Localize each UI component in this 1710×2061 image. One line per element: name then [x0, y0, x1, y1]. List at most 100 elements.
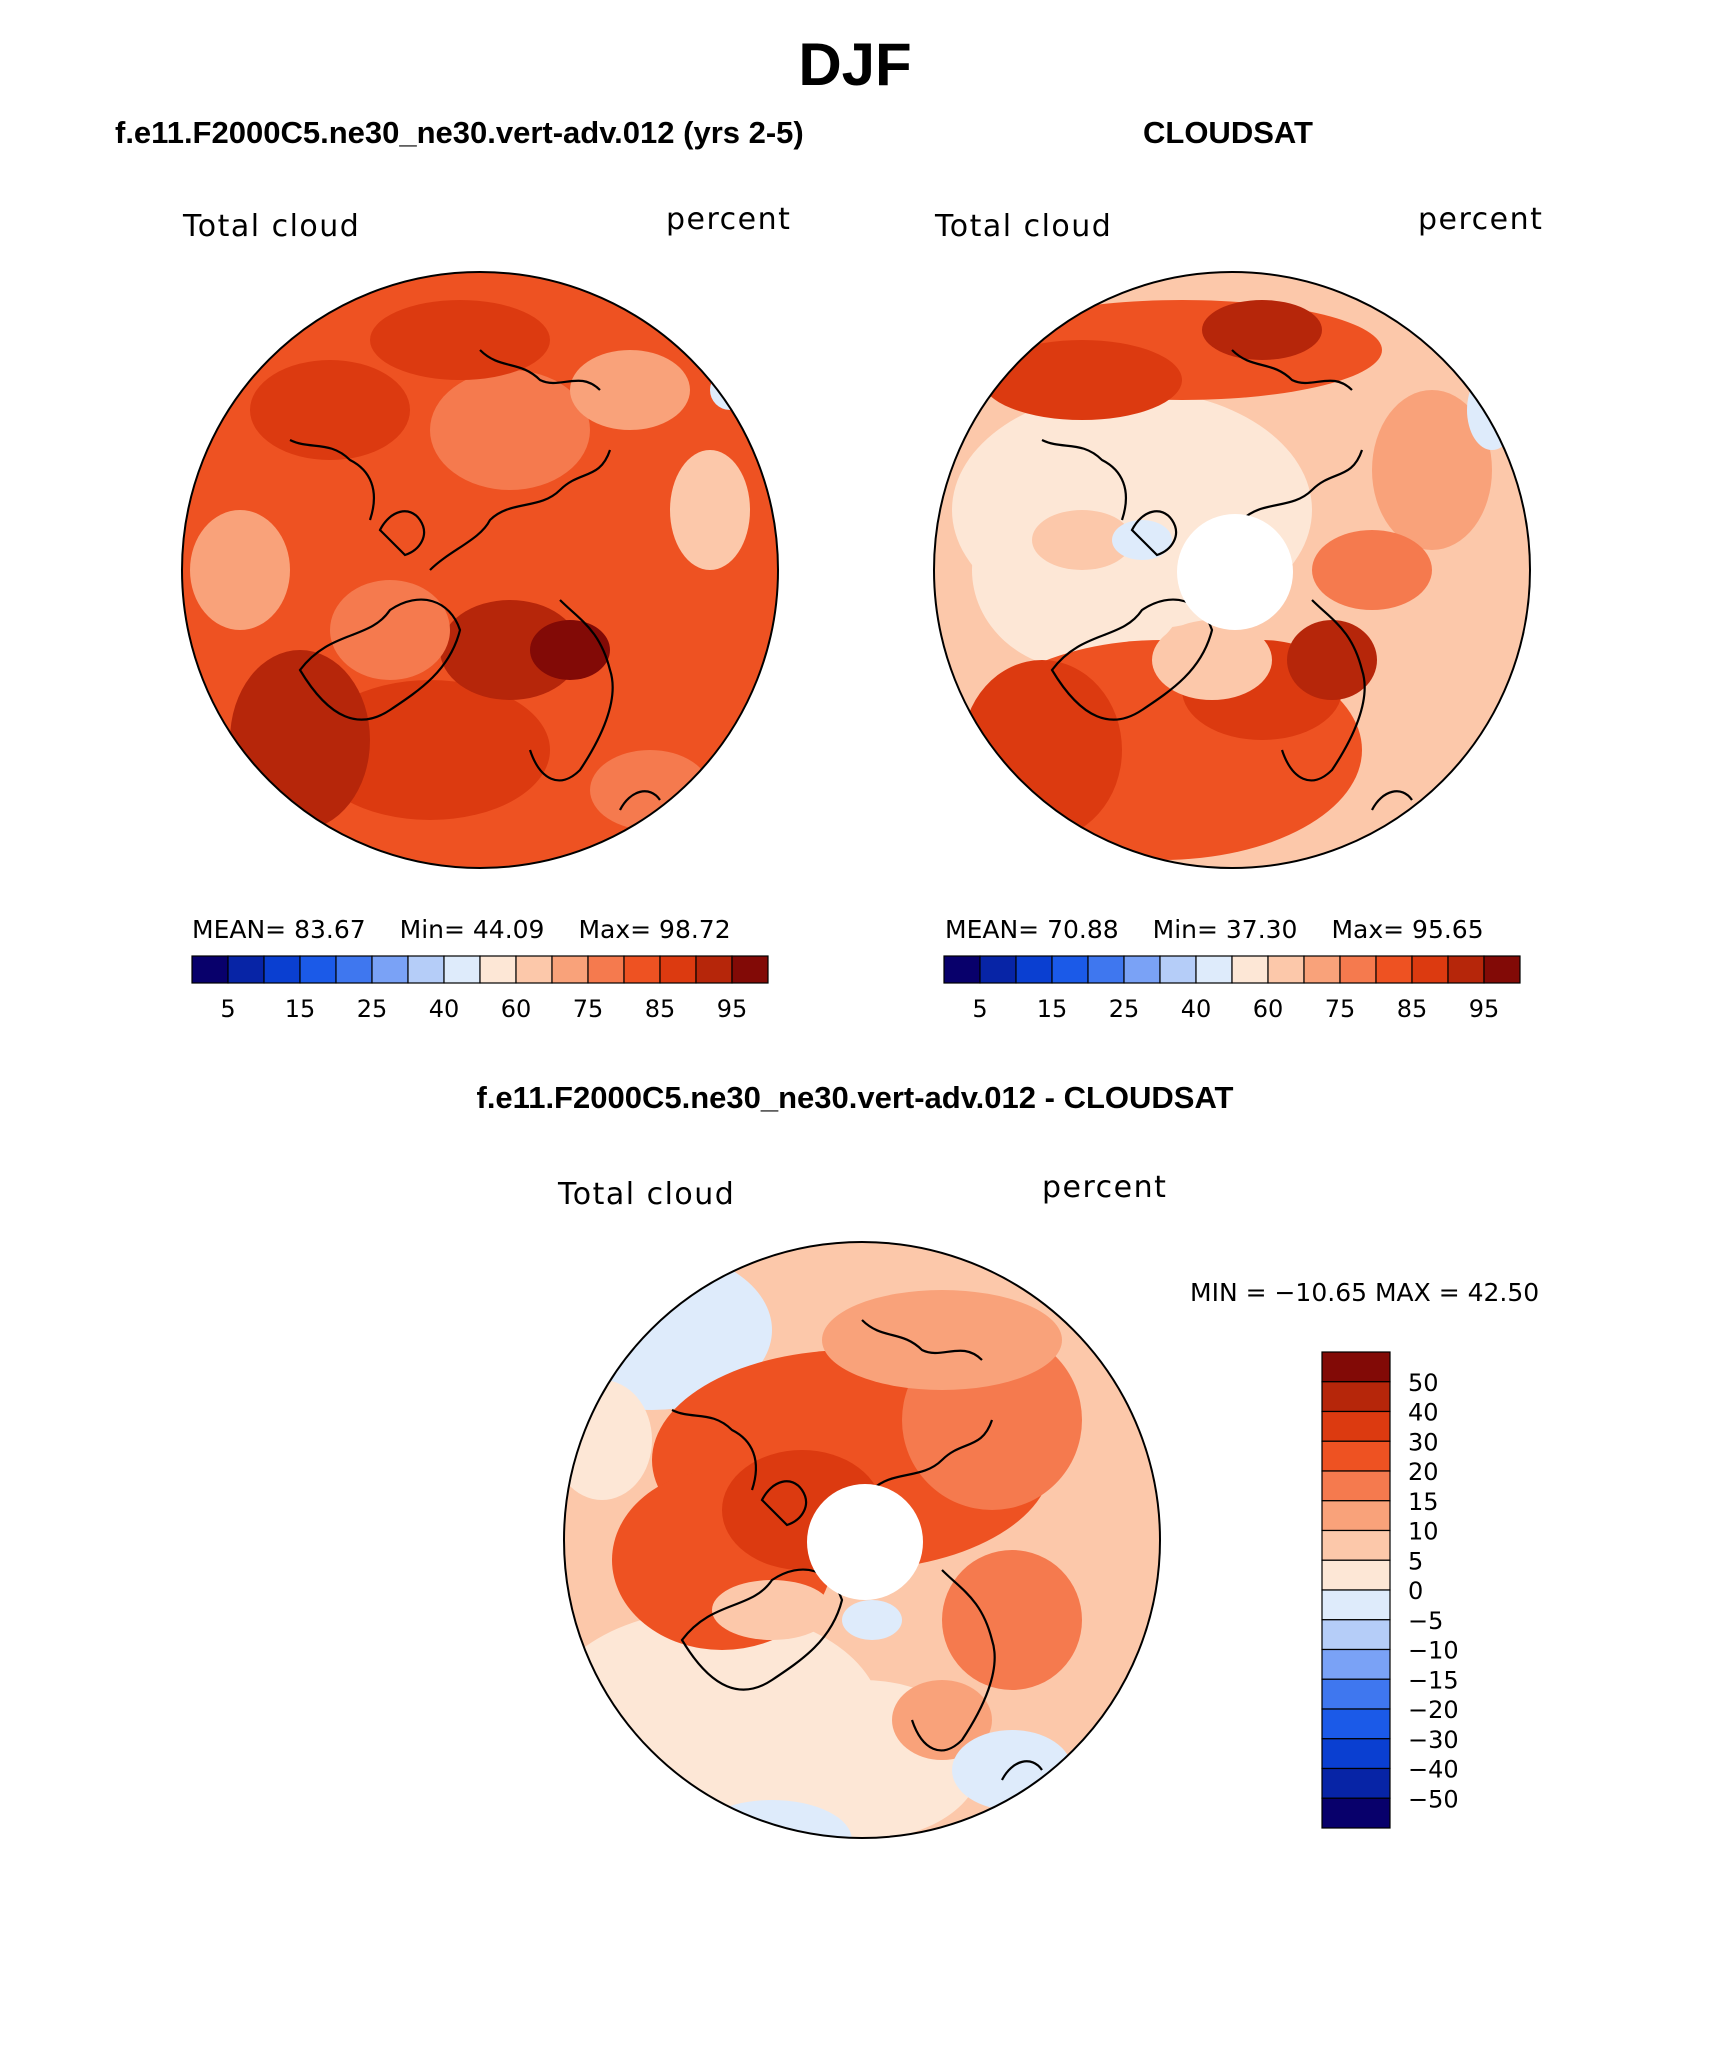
obs-colorbar-box	[979, 955, 1017, 984]
obs-polar-data-gap	[1177, 514, 1293, 630]
diff-colorbar-tick-label: 40	[1408, 1399, 1439, 1427]
obs-colorbar-box	[1087, 955, 1125, 984]
diff-colorbar-tick-label: 30	[1408, 1428, 1439, 1456]
model-colorbar-tick-label: 40	[429, 995, 460, 1023]
obs-colorbar-tick-label: 15	[1037, 995, 1068, 1023]
model-colorbar-box	[587, 955, 625, 984]
diff-colorbar-tick-label: 20	[1408, 1458, 1439, 1486]
obs-colorbar-box	[1267, 955, 1305, 984]
diff-units-label: percent	[1042, 1170, 1168, 1205]
model-colorbar-box	[731, 955, 769, 984]
diff-colorbar-tick-label: −10	[1408, 1637, 1459, 1665]
diff-colorbar-box	[1321, 1678, 1391, 1710]
obs-map-outline	[933, 271, 1531, 869]
obs-colorbar-tick-label: 25	[1109, 995, 1140, 1023]
diff-colorbar-box	[1321, 1648, 1391, 1680]
model-stat-max: Max= 98.72	[578, 915, 731, 944]
diff-colorbar-box	[1321, 1619, 1391, 1651]
obs-stats: MEAN= 70.88 Min= 37.30 Max= 95.65	[945, 915, 1484, 945]
model-colorbar-box	[299, 955, 337, 984]
diff-colorbar-box	[1321, 1351, 1391, 1383]
diff-colorbar-box	[1321, 1738, 1391, 1770]
diff-colorbar-box	[1321, 1410, 1391, 1442]
model-colorbar-box	[407, 955, 445, 984]
model-coastlines	[289, 349, 661, 811]
obs-colorbar-box	[943, 955, 981, 984]
diff-colorbar-box	[1321, 1500, 1391, 1532]
obs-colorbar-box	[1015, 955, 1053, 984]
model-colorbar-box	[263, 955, 301, 984]
obs-colorbar-box	[1123, 955, 1161, 984]
model-colorbar-box	[191, 955, 229, 984]
model-colorbar-tick-label: 95	[717, 995, 748, 1023]
model-stat-mean: MEAN= 83.67	[192, 915, 366, 944]
model-colorbar-tick-label: 25	[357, 995, 388, 1023]
obs-polar-map	[933, 271, 1531, 869]
model-colorbar-box	[227, 955, 265, 984]
diff-colorbar-box	[1321, 1529, 1391, 1561]
model-colorbar-tick-label: 15	[285, 995, 316, 1023]
obs-colorbar-box	[1195, 955, 1233, 984]
diff-colorbar-tick-label: −50	[1408, 1785, 1459, 1813]
model-polar-map	[181, 271, 779, 869]
model-stats: MEAN= 83.67 Min= 44.09 Max= 98.72	[192, 915, 731, 945]
obs-colorbar-box	[1411, 955, 1449, 984]
model-colorbar-box	[479, 955, 517, 984]
diff-colorbar-tick-label: −15	[1408, 1666, 1459, 1694]
model-colorbar-box	[659, 955, 697, 984]
diff-colorbar-tick-label: −5	[1408, 1607, 1443, 1635]
obs-colorbar-tick-label: 95	[1469, 995, 1500, 1023]
diff-colorbar-box	[1321, 1470, 1391, 1502]
model-colorbar-tick-label: 5	[220, 995, 235, 1023]
model-colorbar-box	[443, 955, 481, 984]
diff-colorbar-tick-label: −40	[1408, 1756, 1459, 1784]
diff-colorbar-tick-label: 50	[1408, 1369, 1439, 1397]
obs-colorbar-tick-label: 60	[1253, 995, 1284, 1023]
diff-colorbar-box	[1321, 1767, 1391, 1799]
obs-colorbar-box	[1375, 955, 1413, 984]
diff-colorbar-tick-label: 10	[1408, 1518, 1439, 1546]
diff-colorbar-tick-label: 5	[1408, 1547, 1423, 1575]
obs-colorbar-box	[1159, 955, 1197, 984]
diff-colorbar-box	[1321, 1797, 1391, 1829]
obs-colorbar-tick-label: 85	[1397, 995, 1428, 1023]
obs-units-label: percent	[1418, 202, 1544, 237]
diff-map-outline	[563, 1241, 1161, 1839]
obs-stat-min: Min= 37.30	[1152, 915, 1298, 944]
diff-colorbar-tick-label: 0	[1408, 1577, 1423, 1605]
obs-colorbar-box	[1051, 955, 1089, 984]
obs-colorbar-box	[1339, 955, 1377, 984]
model-colorbar-box	[551, 955, 589, 984]
obs-colorbar-tick-label: 40	[1181, 995, 1212, 1023]
obs-colorbar-box	[1303, 955, 1341, 984]
obs-coastlines	[1041, 349, 1413, 811]
obs-stat-mean: MEAN= 70.88	[945, 915, 1119, 944]
obs-stat-max: Max= 95.65	[1331, 915, 1484, 944]
model-colorbar-box	[623, 955, 661, 984]
obs-colorbar-tick-label: 75	[1325, 995, 1356, 1023]
obs-colorbar-box	[1447, 955, 1485, 984]
diff-polar-data-gap	[807, 1484, 923, 1600]
figure-title: DJF	[798, 31, 912, 98]
obs-colorbar-box	[1483, 955, 1521, 984]
diff-variable-label: Total cloud	[558, 1177, 736, 1212]
diff-min-max: MIN = −10.65 MAX = 42.50	[1190, 1278, 1540, 1307]
diff-colorbar-box	[1321, 1381, 1391, 1413]
model-panel-title: f.e11.F2000C5.ne30_ne30.vert-adv.012 (yr…	[115, 115, 804, 150]
model-colorbar-box	[695, 955, 733, 984]
diff-panel-title: f.e11.F2000C5.ne30_ne30.vert-adv.012 - C…	[476, 1080, 1234, 1115]
diff-colorbar-tick-label: 15	[1408, 1488, 1439, 1516]
diff-colorbar-box	[1321, 1440, 1391, 1472]
model-units-label: percent	[666, 202, 792, 237]
obs-colorbar: 5 15 25 40 60 75 85 95	[943, 955, 1521, 1023]
model-colorbar-box	[371, 955, 409, 984]
model-colorbar: 5 15 25 40 60 75 85 95	[191, 955, 769, 1023]
diff-colorbar-tick-label: −20	[1408, 1696, 1459, 1724]
diff-polar-map	[563, 1241, 1161, 1839]
obs-colorbar-tick-label: 5	[972, 995, 987, 1023]
diff-colorbar-box	[1321, 1559, 1391, 1591]
model-map-outline	[181, 271, 779, 869]
obs-panel-title: CLOUDSAT	[1143, 115, 1313, 150]
